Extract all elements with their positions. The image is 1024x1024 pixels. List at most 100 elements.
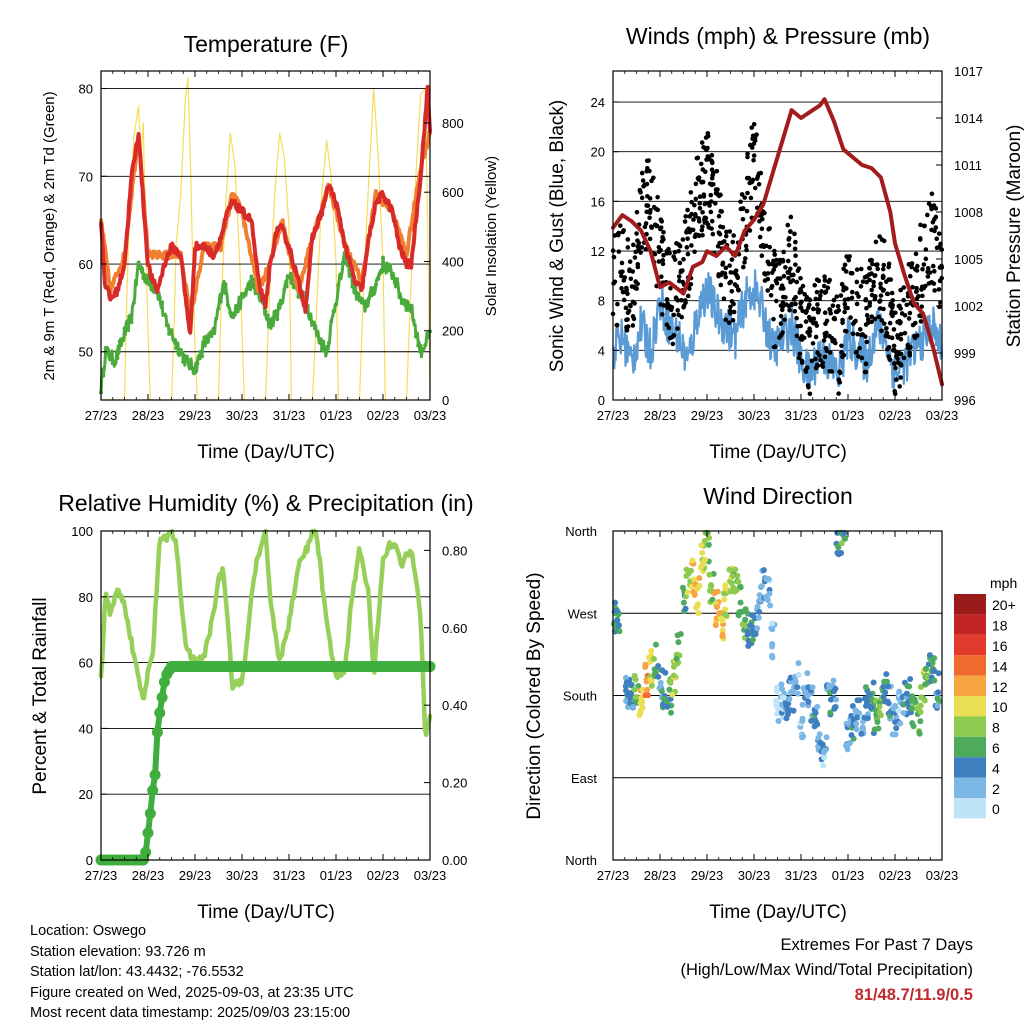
y-tick-label-right: 1017 bbox=[954, 64, 983, 79]
gust-point bbox=[621, 297, 627, 303]
dewpoint-point bbox=[218, 299, 223, 304]
gust-point bbox=[929, 191, 935, 197]
y-tick-label: North bbox=[565, 524, 597, 539]
winds-x-ticks: 27/23 28/23 29/23 30/23 31/23 01/23 02/23 03/23 bbox=[597, 71, 958, 423]
gust-point bbox=[692, 202, 697, 208]
gust-point bbox=[831, 316, 837, 322]
direction-point bbox=[669, 691, 676, 698]
gust-point bbox=[730, 317, 736, 323]
gust-point bbox=[716, 273, 721, 279]
humidity-panel: Relative Humidity (%) & Precipitation (i… bbox=[30, 490, 474, 923]
gust-point bbox=[660, 234, 665, 240]
gust-point bbox=[672, 249, 678, 255]
gust-point bbox=[768, 293, 774, 298]
direction-point bbox=[698, 542, 705, 549]
gust-point bbox=[805, 329, 810, 335]
gust-point bbox=[713, 187, 719, 192]
dewpoint-point bbox=[167, 331, 172, 336]
gust-point bbox=[878, 285, 884, 291]
direction-point bbox=[699, 549, 706, 556]
gust-point bbox=[623, 289, 628, 295]
colorbar-label: 14 bbox=[992, 658, 1008, 674]
gust-point bbox=[634, 231, 639, 236]
gust-point bbox=[889, 309, 895, 315]
direction-point bbox=[929, 659, 936, 666]
temperature-y-ticks: 50 60 70 80 bbox=[79, 82, 107, 360]
extremes-subtitle: (High/Low/Max Wind/Total Precipitation) bbox=[680, 961, 973, 979]
gust-point bbox=[799, 337, 805, 342]
gust-point bbox=[667, 335, 673, 341]
x-tick-label: 31/23 bbox=[273, 408, 306, 423]
gust-point bbox=[709, 182, 715, 188]
gust-point bbox=[660, 261, 666, 267]
gust-point bbox=[786, 235, 792, 241]
direction-point bbox=[758, 583, 765, 590]
direction-point bbox=[885, 683, 892, 690]
gust-point bbox=[655, 194, 660, 200]
direction-point bbox=[655, 663, 662, 670]
gust-point bbox=[747, 142, 753, 148]
colorbar-swatch bbox=[954, 716, 986, 737]
winds-panel: Winds (mph) & Pressure (mb) 04812162024 … bbox=[547, 23, 1024, 463]
gust-point bbox=[728, 270, 734, 275]
gust-point bbox=[633, 249, 639, 255]
gust-point bbox=[681, 257, 686, 262]
gust-point bbox=[818, 357, 823, 363]
x-tick-label: 27/23 bbox=[85, 408, 118, 423]
y-tick-label-right: 0 bbox=[442, 393, 449, 408]
gust-point bbox=[625, 245, 631, 250]
x-tick-label: 30/23 bbox=[226, 868, 259, 883]
gust-point bbox=[637, 187, 643, 193]
gust-point bbox=[756, 181, 762, 187]
gust-point bbox=[886, 264, 891, 270]
gust-point bbox=[660, 258, 666, 263]
gust-point bbox=[682, 219, 688, 224]
temperature-x-ticks: 27/23 28/23 29/23 30/23 31/23 01/23 02/23 03/23 bbox=[85, 71, 446, 423]
gust-point bbox=[765, 288, 771, 293]
direction-point bbox=[696, 582, 703, 589]
gust-point bbox=[825, 285, 831, 291]
direction-point bbox=[773, 688, 780, 695]
gust-point bbox=[744, 175, 750, 181]
gust-point bbox=[793, 301, 798, 307]
gust-point bbox=[785, 258, 791, 264]
gust-point bbox=[893, 365, 898, 371]
gust-point bbox=[685, 236, 690, 241]
gust-point bbox=[723, 317, 729, 323]
gust-point bbox=[644, 158, 650, 164]
direction-point bbox=[882, 689, 889, 696]
gust-point bbox=[774, 280, 780, 286]
gust-point bbox=[850, 331, 856, 337]
dewpoint-point bbox=[371, 286, 376, 291]
gust-point bbox=[809, 358, 815, 364]
gust-point bbox=[881, 262, 887, 268]
direction-point bbox=[737, 599, 744, 606]
direction-point bbox=[756, 608, 763, 615]
gust-point bbox=[696, 177, 702, 182]
gust-point bbox=[922, 223, 927, 229]
gust-point bbox=[683, 214, 689, 219]
x-tick-label: 28/23 bbox=[644, 868, 677, 883]
direction-point bbox=[623, 679, 630, 686]
gust-point bbox=[718, 282, 724, 288]
gust-point bbox=[837, 369, 842, 374]
dewpoint-point bbox=[127, 314, 132, 319]
gust-point bbox=[899, 311, 905, 316]
y-tick-label-right: 1008 bbox=[954, 205, 983, 220]
direction-point bbox=[885, 700, 892, 707]
recent-data-text: Most recent data timestamp: 2025/09/03 2… bbox=[30, 1005, 351, 1022]
gust-point bbox=[901, 285, 907, 290]
winds-points bbox=[610, 97, 945, 397]
direction-point bbox=[794, 684, 801, 691]
dewpoint-point bbox=[223, 282, 228, 287]
gust-point bbox=[708, 192, 714, 198]
dewpoint-point bbox=[237, 295, 242, 300]
gust-point bbox=[936, 287, 942, 292]
direction-point bbox=[648, 647, 655, 654]
gust-point bbox=[839, 350, 844, 355]
gust-point bbox=[699, 140, 705, 145]
gust-point bbox=[850, 321, 856, 326]
gust-point bbox=[786, 303, 792, 309]
gust-point bbox=[651, 175, 656, 181]
x-tick-label: 30/23 bbox=[226, 408, 259, 423]
